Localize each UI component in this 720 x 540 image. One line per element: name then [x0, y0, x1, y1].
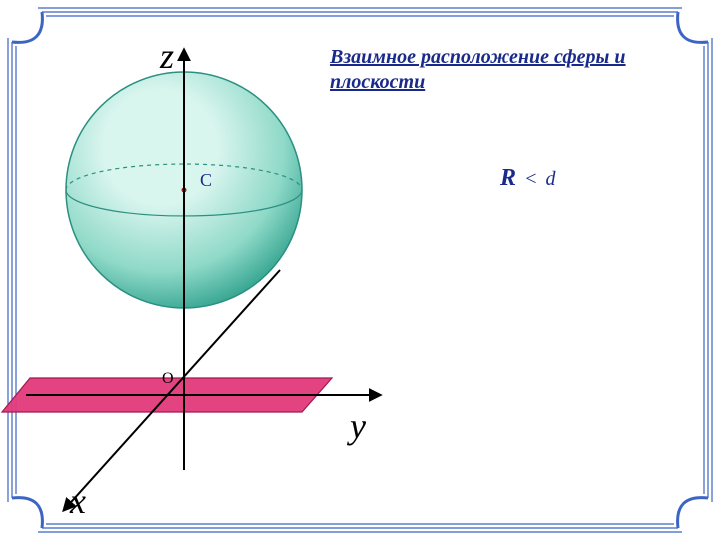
formula: R < d	[500, 165, 556, 192]
title-line1: Взаимное расположение сферы и	[330, 46, 626, 68]
y-axis-label: y	[350, 405, 366, 447]
x-axis-label: x	[70, 480, 86, 522]
formula-R: R	[500, 165, 516, 191]
title-line2: плоскости	[330, 71, 425, 93]
origin-label: O	[162, 370, 174, 388]
center-C-label: C	[200, 170, 212, 191]
slide-title: Взаимное расположение сферы и плоскости	[330, 45, 626, 95]
z-axis-label: z	[160, 35, 174, 77]
slide-root: Взаимное расположение сферы и плоскости …	[0, 0, 720, 540]
formula-d: d	[546, 168, 556, 190]
formula-lt: <	[520, 168, 542, 190]
